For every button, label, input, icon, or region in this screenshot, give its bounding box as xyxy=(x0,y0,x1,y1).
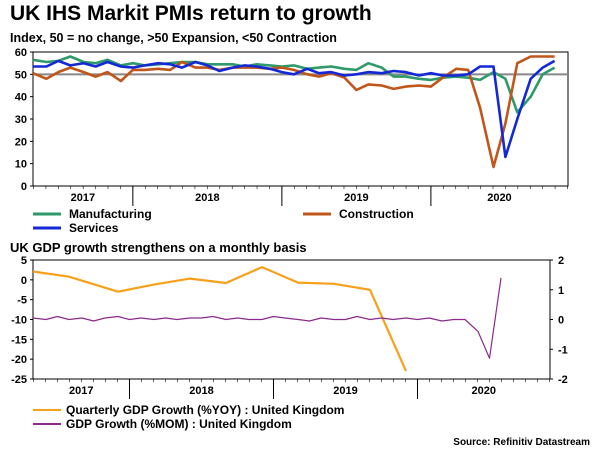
pmi-series-manufacturing xyxy=(32,55,556,114)
gdp-x-tick-label: 2018 xyxy=(189,385,213,397)
gdp-right-y-tick-label: 1 xyxy=(558,285,564,297)
pmi-y-tick-label: 20 xyxy=(15,136,27,148)
gdp-series-quarterly-yoy xyxy=(32,266,408,372)
chart2-title: UK GDP growth strengthens on a monthly b… xyxy=(10,240,307,255)
pmi-chart: 0 10 20 30 40 50 60 2017 2018 2019 2020 Manufacturi… xyxy=(15,47,569,235)
pmi-y-tick-label: 10 xyxy=(15,159,27,171)
pmi-y-tick-label: 40 xyxy=(15,92,27,104)
page-title: UK IHS Markit PMIs return to growth xyxy=(10,2,372,25)
gdp-left-y-tick-label: -15 xyxy=(11,334,27,346)
pmi-series-construction xyxy=(32,55,555,169)
gdp-series-monthly-mom xyxy=(32,277,502,359)
legend-label-manufacturing: Manufacturing xyxy=(69,207,152,221)
gdp-x-tick-label: 2020 xyxy=(472,385,496,397)
pmi-x-tick-label: 2019 xyxy=(344,192,368,204)
pmi-x-tick-label: 2018 xyxy=(195,192,219,204)
pmi-x-tick-label: 2017 xyxy=(71,192,95,204)
gdp-left-y-tick-label: -5 xyxy=(17,295,27,307)
gdp-chart: 5 0 -5 -10 -15 -20 -25 2 1 0 -1 -2 2017 2018 2019 2020 Q… xyxy=(11,255,568,431)
gdp-left-y-tick-label: -10 xyxy=(11,315,27,327)
gdp-right-y-tick-label: 2 xyxy=(558,255,564,267)
legend-label-services: Services xyxy=(69,221,119,235)
gdp-right-y-tick-label: 0 xyxy=(558,315,564,327)
gdp-x-tick-label: 2019 xyxy=(333,385,357,397)
gdp-left-y-tick-label: -25 xyxy=(11,374,27,386)
pmi-series-services xyxy=(33,59,556,159)
gdp-left-y-tick-label: 5 xyxy=(21,255,27,267)
gdp-plot-frame xyxy=(32,259,551,380)
pmi-y-tick-label: 60 xyxy=(15,47,27,59)
legend-label-construction: Construction xyxy=(339,207,414,221)
chart1-subtitle: Index, 50 = no change, >50 Expansion, <5… xyxy=(10,31,337,45)
gdp-x-tick-label: 2017 xyxy=(69,385,93,397)
gdp-right-y-tick-label: -1 xyxy=(558,344,568,356)
legend-label-monthly: GDP Growth (%MOM) : United Kingdom xyxy=(66,417,292,431)
source-note: Source: Refinitiv Datastream xyxy=(453,437,590,448)
gdp-right-y-tick-label: -2 xyxy=(558,374,568,386)
pmi-x-tick-label: 2020 xyxy=(487,192,511,204)
pmi-y-tick-label: 0 xyxy=(21,181,27,193)
pmi-y-tick-label: 30 xyxy=(15,114,27,126)
legend-label-quarterly: Quarterly GDP Growth (%YOY) : United Kin… xyxy=(66,403,344,417)
gdp-left-y-tick-label: 0 xyxy=(21,275,27,287)
gdp-left-y-tick-label: -20 xyxy=(11,354,27,366)
pmi-y-tick-label: 50 xyxy=(15,69,27,81)
